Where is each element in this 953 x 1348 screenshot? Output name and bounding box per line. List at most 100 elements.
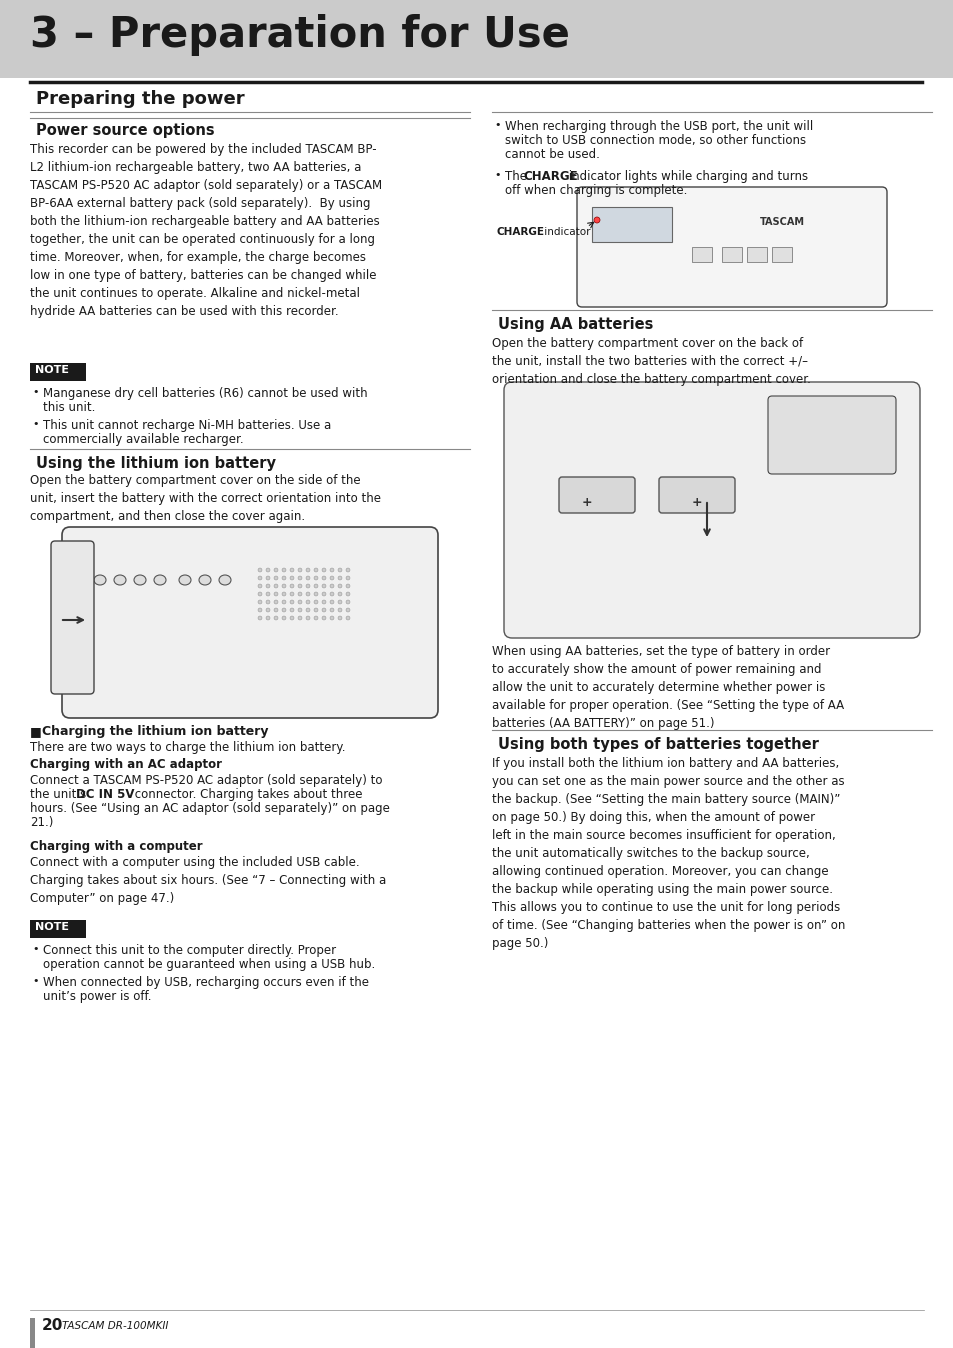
Circle shape (257, 568, 262, 572)
Text: NOTE: NOTE (35, 365, 69, 375)
Circle shape (346, 616, 350, 620)
Text: Using the lithium ion battery: Using the lithium ion battery (36, 456, 275, 470)
Circle shape (314, 568, 317, 572)
Bar (0, 0, 953, 78)
Text: When connected by USB, recharging occurs even if the: When connected by USB, recharging occurs… (43, 976, 369, 989)
Text: Preparing the power: Preparing the power (36, 90, 244, 108)
Circle shape (330, 592, 334, 596)
Circle shape (297, 584, 302, 588)
Circle shape (306, 600, 310, 604)
Ellipse shape (219, 576, 231, 585)
Circle shape (282, 568, 286, 572)
FancyBboxPatch shape (659, 477, 734, 514)
Text: When using AA batteries, set the type of battery in order
to accurately show the: When using AA batteries, set the type of… (492, 644, 843, 731)
Text: CHARGE: CHARGE (522, 170, 577, 183)
Circle shape (322, 592, 326, 596)
Text: off when charging is complete.: off when charging is complete. (504, 183, 687, 197)
Circle shape (290, 576, 294, 580)
Bar (746, 247, 766, 262)
FancyBboxPatch shape (51, 541, 94, 694)
Text: •: • (32, 387, 38, 398)
Circle shape (314, 584, 317, 588)
Circle shape (266, 608, 270, 612)
Circle shape (274, 592, 277, 596)
Circle shape (322, 600, 326, 604)
Circle shape (274, 576, 277, 580)
Circle shape (297, 568, 302, 572)
Text: operation cannot be guaranteed when using a USB hub.: operation cannot be guaranteed when usin… (43, 958, 375, 971)
Ellipse shape (179, 576, 191, 585)
Circle shape (314, 576, 317, 580)
Circle shape (257, 592, 262, 596)
Circle shape (330, 584, 334, 588)
Text: Open the battery compartment cover on the back of
the unit, install the two batt: Open the battery compartment cover on th… (492, 337, 810, 386)
Text: indicator lights while charging and turns: indicator lights while charging and turn… (564, 170, 807, 183)
Text: This unit cannot recharge Ni-MH batteries. Use a: This unit cannot recharge Ni-MH batterie… (43, 419, 331, 431)
Circle shape (297, 600, 302, 604)
Circle shape (306, 592, 310, 596)
Text: ■: ■ (30, 725, 42, 737)
Text: Charging with a computer: Charging with a computer (30, 840, 202, 853)
Circle shape (266, 592, 270, 596)
Circle shape (346, 584, 350, 588)
Circle shape (274, 600, 277, 604)
Circle shape (290, 568, 294, 572)
Text: Open the battery compartment cover on the side of the
unit, insert the battery w: Open the battery compartment cover on th… (30, 474, 380, 523)
Circle shape (314, 600, 317, 604)
Text: +: + (581, 496, 592, 510)
Text: If you install both the lithium ion battery and AA batteries,
you can set one as: If you install both the lithium ion batt… (492, 758, 844, 950)
Bar (30, 1318, 35, 1348)
Circle shape (282, 616, 286, 620)
Text: DC IN 5V: DC IN 5V (76, 789, 134, 801)
Text: Charging with an AC adaptor: Charging with an AC adaptor (30, 758, 222, 771)
Text: the unit’s: the unit’s (30, 789, 90, 801)
FancyBboxPatch shape (558, 477, 635, 514)
Text: +: + (691, 496, 701, 510)
Circle shape (306, 568, 310, 572)
FancyBboxPatch shape (767, 396, 895, 474)
Circle shape (257, 608, 262, 612)
Bar (592, 208, 671, 243)
Circle shape (257, 600, 262, 604)
Circle shape (314, 608, 317, 612)
Circle shape (322, 616, 326, 620)
Circle shape (290, 616, 294, 620)
Circle shape (257, 584, 262, 588)
Circle shape (337, 584, 341, 588)
Ellipse shape (113, 576, 126, 585)
Bar (30, 919, 86, 938)
FancyBboxPatch shape (577, 187, 886, 307)
Circle shape (266, 568, 270, 572)
Circle shape (266, 584, 270, 588)
Circle shape (330, 568, 334, 572)
Text: switch to USB connection mode, so other functions: switch to USB connection mode, so other … (504, 133, 805, 147)
Text: Connect this unit to the computer directly. Proper: Connect this unit to the computer direct… (43, 944, 335, 957)
Circle shape (282, 592, 286, 596)
Bar (30, 363, 86, 381)
Text: NOTE: NOTE (35, 922, 69, 931)
Text: unit’s power is off.: unit’s power is off. (43, 989, 152, 1003)
Circle shape (330, 600, 334, 604)
Text: This recorder can be powered by the included TASCAM BP-
L2 lithium-ion rechargea: This recorder can be powered by the incl… (30, 143, 382, 318)
Circle shape (346, 592, 350, 596)
Circle shape (314, 616, 317, 620)
Text: 20: 20 (42, 1318, 63, 1333)
Text: TASCAM DR-100MKII: TASCAM DR-100MKII (62, 1321, 168, 1330)
Circle shape (290, 592, 294, 596)
Text: •: • (32, 944, 38, 954)
Text: The: The (504, 170, 530, 183)
Circle shape (346, 600, 350, 604)
Circle shape (257, 576, 262, 580)
Circle shape (282, 608, 286, 612)
Circle shape (594, 217, 599, 222)
Circle shape (290, 608, 294, 612)
Circle shape (306, 616, 310, 620)
Text: 3 – Preparation for Use: 3 – Preparation for Use (30, 13, 569, 57)
Text: There are two ways to charge the lithium ion battery.: There are two ways to charge the lithium… (30, 741, 345, 754)
Circle shape (290, 600, 294, 604)
Circle shape (274, 584, 277, 588)
Circle shape (322, 584, 326, 588)
Circle shape (314, 592, 317, 596)
Text: 21.): 21.) (30, 816, 53, 829)
Circle shape (322, 568, 326, 572)
